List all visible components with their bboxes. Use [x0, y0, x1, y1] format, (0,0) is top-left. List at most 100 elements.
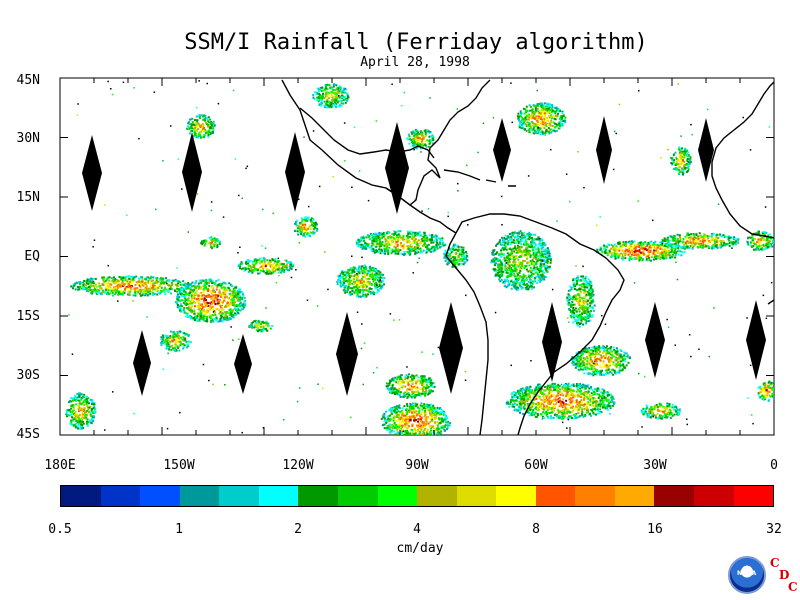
rain-pixel: [728, 241, 731, 244]
rain-pixel: [420, 402, 423, 405]
rain-pixel: [101, 283, 104, 286]
rain-pixel: [311, 223, 314, 226]
rain-pixel: [313, 231, 316, 234]
rain-pixel: [179, 307, 182, 310]
rain-pixel: [379, 242, 382, 245]
rain-pixel: [414, 386, 417, 389]
rain-pixel: [100, 293, 103, 296]
rain-pixel: [414, 434, 417, 435]
rain-pixel: [254, 262, 257, 265]
rain-pixel: [536, 107, 539, 110]
rain-pixel: [204, 118, 206, 121]
rain-pixel: [418, 432, 421, 435]
rain-pixel: [229, 318, 232, 321]
rain-pixel: [180, 294, 183, 297]
rain-pixel: [212, 318, 215, 321]
rain-pixel: [561, 124, 564, 127]
rainfall-map: [59, 77, 775, 436]
rain-pixel: [676, 237, 679, 240]
rain-pixel: [555, 129, 558, 132]
rain-pixel: [223, 287, 226, 290]
rain-pixel: [194, 319, 196, 321]
rain-pixel: [690, 233, 693, 236]
rain-pixel: [544, 407, 547, 410]
rain-pixel: [509, 401, 512, 404]
rain-pixel: [166, 279, 169, 282]
rain-pixel: [409, 419, 412, 421]
rain-pixel: [376, 234, 379, 237]
rain-pixel: [315, 229, 318, 232]
rain-pixel: [232, 296, 235, 299]
rain-pixel: [408, 411, 411, 414]
rain-pixel: [699, 245, 702, 248]
rain-pixel: [410, 407, 413, 410]
rain-pixel: [414, 432, 417, 435]
rain-pixel: [347, 95, 349, 98]
rain-pixel: [576, 416, 579, 419]
rain-pixel: [399, 383, 402, 386]
rain-pixel: [674, 256, 677, 259]
rain-pixel: [217, 240, 220, 242]
rain-pixel: [412, 415, 415, 418]
rain-pixel: [546, 109, 549, 111]
rain-pixel: [140, 282, 143, 285]
rain-pixel: [199, 292, 202, 295]
rain-pixel: [446, 422, 449, 425]
rain-pixel: [633, 258, 636, 260]
rain-pixel: [191, 281, 194, 284]
rain-pixel: [235, 292, 238, 295]
rain-pixel: [429, 406, 432, 409]
rain-pixel: [408, 248, 410, 251]
rain-pixel: [326, 106, 328, 109]
rain-pixel: [186, 292, 189, 295]
rain-pixel: [434, 249, 436, 252]
rain-pixel: [217, 295, 219, 298]
rain-pixel: [529, 391, 532, 394]
rain-pixel: [388, 389, 391, 392]
rain-pixel: [537, 117, 540, 120]
rain-pixel: [114, 291, 117, 294]
rain-pixel: [304, 218, 307, 221]
rain-pixel: [412, 374, 415, 377]
rain-pixel: [647, 248, 650, 251]
rain-pixel: [423, 242, 426, 245]
rain-pixel: [225, 289, 228, 292]
rain-pixel: [239, 267, 241, 270]
rain-pixel: [690, 243, 693, 246]
rain-pixel: [692, 234, 695, 237]
rain-pixel: [546, 116, 549, 119]
rain-pixel: [263, 261, 266, 264]
rain-pixel: [737, 241, 740, 244]
rain-pixel: [391, 240, 394, 243]
rain-pixel: [76, 286, 79, 288]
rain-pixel: [688, 236, 690, 239]
rain-pixel: [599, 246, 602, 249]
rain-pixel: [310, 217, 313, 220]
rain-pixel: [531, 390, 534, 393]
rain-pixel: [84, 287, 87, 290]
rain-pixel: [131, 278, 134, 281]
rain-pixel: [546, 406, 549, 409]
rain-pixel: [551, 109, 554, 112]
rain-pixel: [224, 314, 227, 317]
rain-pixel: [432, 382, 435, 385]
rain-pixel: [705, 245, 707, 248]
rain-pixel: [588, 402, 591, 405]
rain-pixel: [386, 248, 389, 251]
rain-pixel: [535, 131, 538, 134]
rain-pixel: [396, 249, 399, 252]
rain-pixel: [419, 388, 421, 391]
rain-pixel: [432, 142, 434, 145]
rain-pixel: [541, 113, 544, 116]
rain-pixel: [345, 99, 348, 102]
rain-pixel: [152, 282, 155, 285]
rain-pixel: [669, 244, 672, 247]
rain-pixel: [590, 387, 593, 390]
rain-pixel: [79, 282, 81, 285]
rain-pixel: [269, 261, 272, 264]
rain-pixel: [113, 289, 116, 292]
rain-pixel: [340, 96, 343, 99]
rain-pixel: [206, 317, 208, 320]
rain-pixel: [703, 233, 706, 236]
rain-pixel: [399, 386, 401, 389]
